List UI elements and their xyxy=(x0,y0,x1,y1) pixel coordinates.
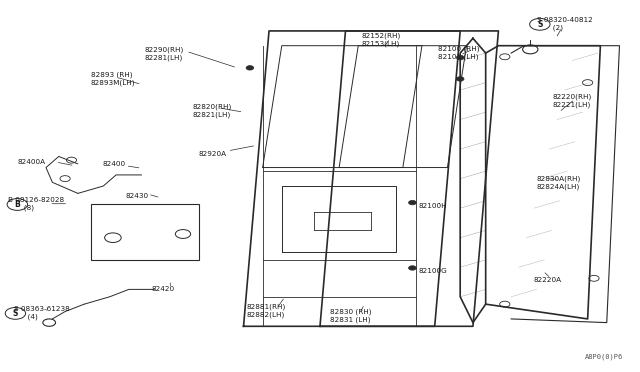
Text: S: S xyxy=(537,20,543,29)
Text: S 08320-40812
       (2): S 08320-40812 (2) xyxy=(537,17,593,31)
Circle shape xyxy=(408,201,416,205)
Circle shape xyxy=(456,77,464,81)
FancyBboxPatch shape xyxy=(91,205,199,260)
Text: B: B xyxy=(15,200,20,209)
Text: 82920A: 82920A xyxy=(199,151,227,157)
Text: 82290(RH)
82281(LH): 82290(RH) 82281(LH) xyxy=(145,46,184,61)
Text: 82100 (RH)
82101 (LH): 82100 (RH) 82101 (LH) xyxy=(438,45,479,60)
Circle shape xyxy=(246,65,253,70)
Text: 82100H: 82100H xyxy=(419,203,447,209)
Text: 82893 (RH)
82893M(LH): 82893 (RH) 82893M(LH) xyxy=(91,72,135,86)
Text: 82220A: 82220A xyxy=(534,277,561,283)
Text: 82820(RH)
82821(LH): 82820(RH) 82821(LH) xyxy=(193,103,232,118)
Text: 82400A: 82400A xyxy=(17,159,45,165)
Text: 82152(RH)
82153(LH): 82152(RH) 82153(LH) xyxy=(362,33,401,47)
Text: 82410A 92100N: 82410A 92100N xyxy=(100,217,159,223)
Text: A8P0(0)P6: A8P0(0)P6 xyxy=(584,353,623,359)
Text: B 08126-82028
       (8): B 08126-82028 (8) xyxy=(8,198,64,211)
Text: 82220(RH)
82221(LH): 82220(RH) 82221(LH) xyxy=(552,94,592,108)
Text: 82881(RH)
82882(LH): 82881(RH) 82882(LH) xyxy=(246,304,286,318)
Text: 82400: 82400 xyxy=(102,161,125,167)
Text: 82430: 82430 xyxy=(125,193,148,199)
Text: 82830A(RH)
82824A(LH): 82830A(RH) 82824A(LH) xyxy=(537,175,581,190)
Text: S: S xyxy=(13,309,18,318)
Text: S 08363-61238
      (4): S 08363-61238 (4) xyxy=(14,307,70,320)
Text: 82830 (RH)
82831 (LH): 82830 (RH) 82831 (LH) xyxy=(330,309,371,323)
Text: 82100G: 82100G xyxy=(419,268,447,274)
Circle shape xyxy=(456,55,464,60)
Text: 82420: 82420 xyxy=(151,286,174,292)
Circle shape xyxy=(408,266,416,270)
